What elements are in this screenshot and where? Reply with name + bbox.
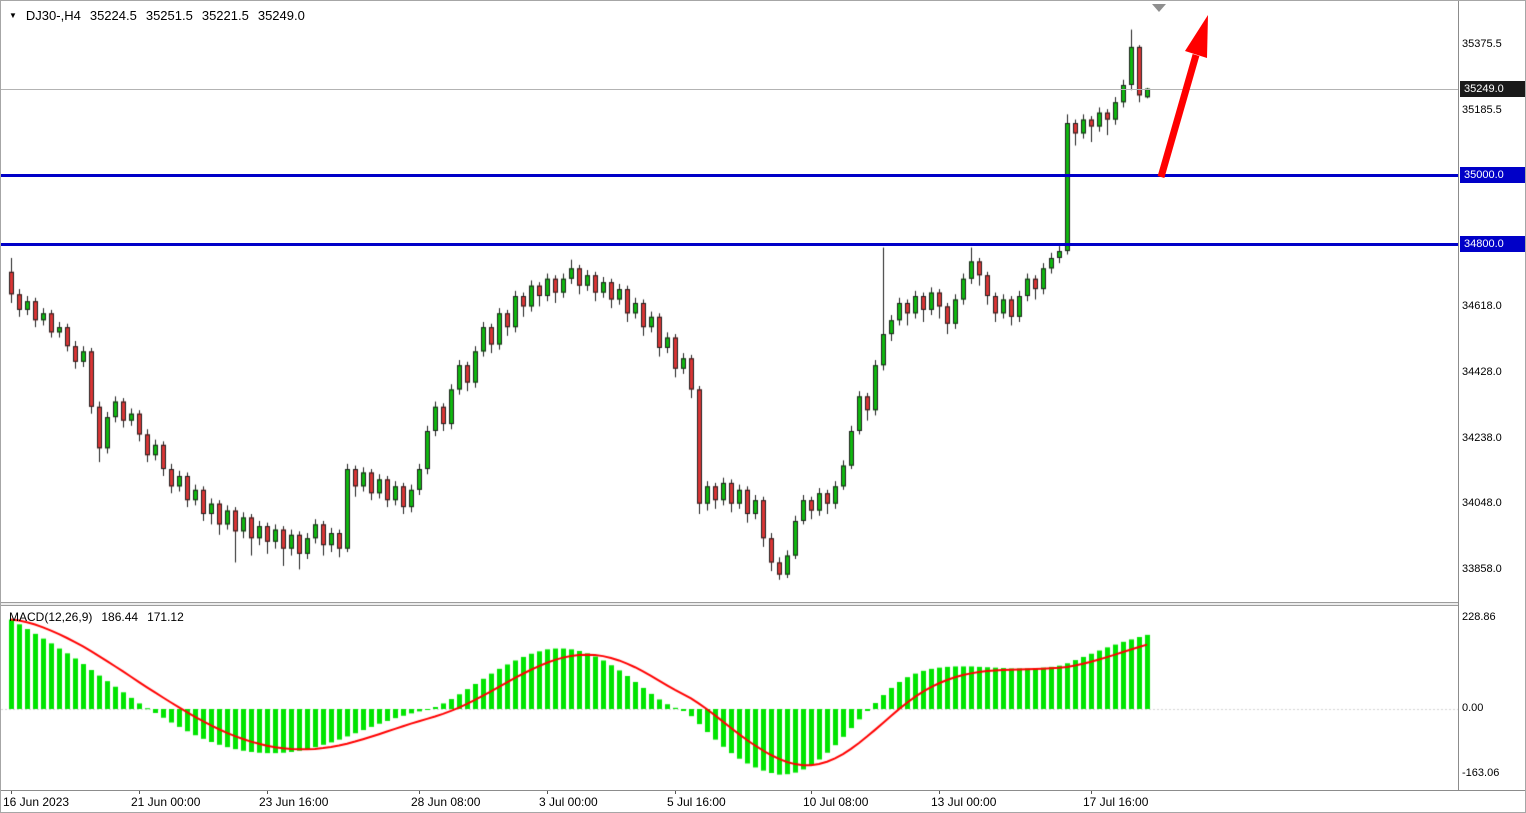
time-axis-tick: [675, 790, 676, 794]
macd-axis-label: 0.00: [1462, 702, 1484, 714]
price-axis-label: 34048.0: [1462, 497, 1502, 510]
time-axis-label: 23 Jun 16:00: [259, 795, 329, 809]
macd-signal-value: 171.12: [147, 610, 184, 624]
chart-shift-marker-icon: [1152, 4, 1166, 12]
macd-main-value: 186.44: [101, 610, 139, 624]
price-axis-label: 35375.5: [1462, 38, 1502, 50]
price-level-tag: 34800.0: [1460, 236, 1525, 252]
current-price-line: [1, 89, 1458, 90]
time-axis-label: 17 Jul 16:00: [1083, 795, 1149, 809]
time-axis-tick: [811, 790, 812, 794]
time-axis-tick: [11, 790, 12, 794]
price-axis-separator: [1458, 1, 1459, 790]
time-axis-tick: [939, 790, 940, 794]
ohlc-close: 35249.0: [257, 8, 305, 23]
time-axis-separator: [1, 790, 1525, 791]
symbol-timeframe-label: DJ30-,H4: [25, 8, 81, 23]
time-axis-label: 10 Jul 08:00: [803, 795, 869, 809]
time-axis-label: 21 Jun 00:00: [131, 795, 201, 809]
price-axis-label: 35185.5: [1462, 103, 1502, 116]
time-axis-label: 13 Jul 00:00: [931, 795, 997, 809]
macd-name: MACD(12,26,9): [9, 610, 93, 624]
price-axis-label: 34618.0: [1462, 300, 1502, 313]
macd-indicator-canvas[interactable]: [1, 607, 1458, 790]
ohlc-open: 35224.5: [89, 8, 137, 23]
symbol-marker-icon[interactable]: ▼: [9, 11, 17, 20]
pane-separator[interactable]: [1, 602, 1458, 606]
price-axis-label: 34428.0: [1462, 365, 1502, 378]
time-axis-tick: [547, 790, 548, 794]
time-axis-tick: [139, 790, 140, 794]
time-axis-tick: [419, 790, 420, 794]
horizontal-level-line[interactable]: [1, 243, 1458, 246]
ohlc-low: 35221.5: [201, 8, 249, 23]
time-axis-label: 16 Jun 2023: [3, 795, 70, 809]
symbol-info: ▼ DJ30-,H4 35224.5 35251.5 35221.5 35249…: [9, 8, 305, 23]
current-price-tag: 35249.0: [1460, 81, 1525, 97]
macd-axis-label: -163.06: [1462, 766, 1500, 779]
horizontal-level-line[interactable]: [1, 174, 1458, 177]
time-axis-label: 5 Jul 16:00: [667, 795, 726, 809]
time-axis-label: 3 Jul 00:00: [539, 795, 598, 809]
time-axis-label: 28 Jun 08:00: [411, 795, 481, 809]
ohlc-high: 35251.5: [145, 8, 193, 23]
macd-axis-label: 228.86: [1462, 611, 1496, 623]
time-axis-tick: [267, 790, 268, 794]
time-axis-tick: [1091, 790, 1092, 794]
price-level-tag: 35000.0: [1460, 167, 1525, 183]
price-axis-label: 34238.0: [1462, 431, 1502, 444]
price-axis-label: 33858.0: [1462, 563, 1502, 576]
macd-label: MACD(12,26,9) 186.44 171.12: [9, 610, 184, 624]
price-chart-canvas[interactable]: [1, 1, 1458, 603]
